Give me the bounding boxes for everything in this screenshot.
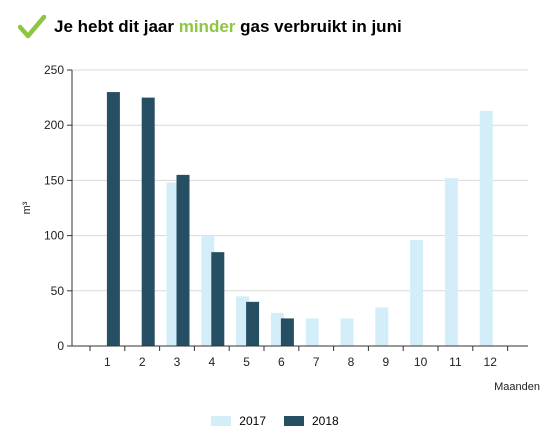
x-tick-label: 8 bbox=[348, 355, 355, 369]
y-tick-label: 200 bbox=[44, 118, 64, 132]
y-tick-label: 100 bbox=[44, 229, 64, 243]
checkmark-icon bbox=[18, 14, 46, 39]
x-tick-label: 11 bbox=[449, 355, 462, 369]
title-before: Je hebt dit jaar bbox=[54, 17, 174, 36]
y-tick-label: 250 bbox=[44, 63, 64, 77]
chart-title: Je hebt dit jaar minder gas verbruikt in… bbox=[54, 17, 402, 37]
bar-2017-8 bbox=[340, 318, 354, 346]
bar-2017-11 bbox=[444, 178, 458, 346]
y-tick-label: 150 bbox=[44, 173, 64, 187]
x-tick-label: 4 bbox=[208, 355, 215, 369]
bar-2017-7 bbox=[305, 318, 319, 346]
chart-legend: 2017 2018 bbox=[0, 414, 550, 428]
y-tick-label: 50 bbox=[51, 284, 65, 298]
x-tick-label: 2 bbox=[139, 355, 146, 369]
legend-item-2017: 2017 bbox=[211, 414, 266, 428]
x-tick-label: 6 bbox=[278, 355, 285, 369]
x-tick-label: 7 bbox=[313, 355, 320, 369]
bar-2017-6 bbox=[270, 312, 284, 346]
bar-2017-10 bbox=[410, 240, 424, 346]
bar-2017-5 bbox=[236, 296, 250, 346]
x-tick-label: 1 bbox=[104, 355, 111, 369]
legend-swatch-2018 bbox=[284, 416, 304, 426]
legend-label-2017: 2017 bbox=[239, 414, 266, 428]
bar-2017-12 bbox=[479, 110, 493, 347]
y-axis-label: m³ bbox=[21, 201, 33, 214]
legend-swatch-2017 bbox=[211, 416, 232, 426]
title-accent: minder bbox=[178, 17, 236, 36]
bar-2018-2 bbox=[141, 97, 155, 346]
bar-2017-3 bbox=[166, 182, 180, 346]
x-tick-label: 5 bbox=[243, 355, 250, 369]
title-after: gas verbruikt in juni bbox=[240, 17, 402, 36]
bar-2018-5 bbox=[246, 301, 260, 346]
legend-label-2018: 2018 bbox=[312, 414, 339, 428]
bar-2018-4 bbox=[211, 252, 225, 346]
x-tick-label: 10 bbox=[414, 355, 428, 369]
x-tick-label: 12 bbox=[484, 355, 498, 369]
x-tick-label: 3 bbox=[174, 355, 181, 369]
legend-item-2018: 2018 bbox=[284, 414, 339, 428]
x-axis-label: Maanden bbox=[494, 381, 540, 393]
chart-header: Je hebt dit jaar minder gas verbruikt in… bbox=[18, 12, 402, 42]
bar-2018-1 bbox=[106, 92, 120, 346]
bar-2017-9 bbox=[375, 307, 389, 346]
y-tick-label: 0 bbox=[57, 339, 64, 353]
x-tick-label: 9 bbox=[382, 355, 389, 369]
bar-2017-4 bbox=[201, 235, 215, 346]
bar-2018-6 bbox=[280, 318, 294, 346]
bar-2018-3 bbox=[176, 174, 190, 346]
